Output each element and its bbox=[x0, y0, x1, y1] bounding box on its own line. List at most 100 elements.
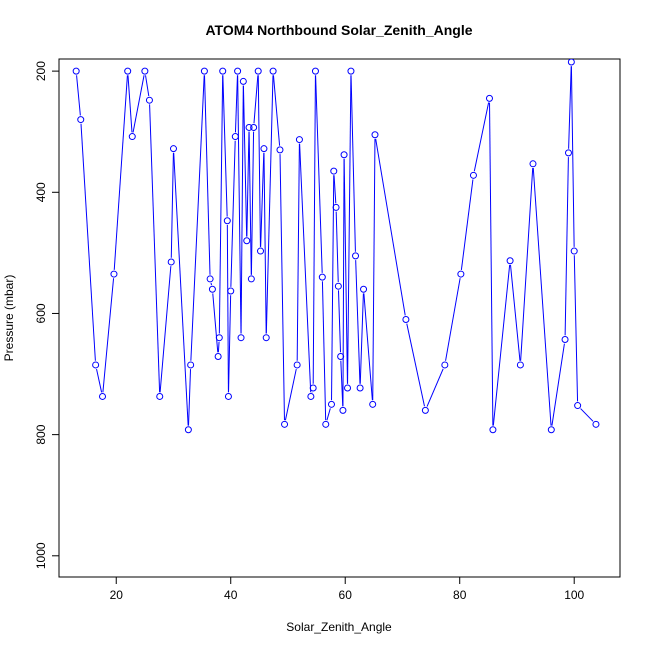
data-point bbox=[371, 131, 379, 139]
data-point bbox=[516, 361, 524, 369]
plot-frame bbox=[58, 58, 621, 578]
data-point bbox=[567, 59, 575, 66]
series-segment bbox=[204, 75, 211, 275]
series-segment bbox=[333, 175, 337, 204]
data-point bbox=[318, 273, 326, 281]
data-point bbox=[276, 146, 284, 154]
y-tick-label: 1000 bbox=[34, 542, 48, 569]
series-segment bbox=[149, 104, 161, 393]
series-segment bbox=[355, 260, 361, 384]
series-segment bbox=[190, 75, 205, 361]
series-segment bbox=[326, 408, 331, 421]
series-segment bbox=[226, 224, 229, 393]
data-point bbox=[269, 67, 277, 75]
series-segment bbox=[331, 175, 335, 401]
series-segment bbox=[217, 341, 220, 353]
data-point bbox=[227, 287, 235, 295]
series-segment bbox=[246, 131, 250, 237]
data-point bbox=[223, 217, 231, 225]
x-tick-label: 20 bbox=[110, 588, 124, 602]
y-axis: 200 400 600 800 1000 bbox=[34, 61, 59, 569]
data-point bbox=[340, 151, 348, 159]
data-point bbox=[184, 426, 192, 434]
data-point bbox=[215, 334, 223, 342]
series-segment bbox=[350, 75, 356, 252]
series-segment bbox=[564, 157, 569, 336]
series-segment bbox=[145, 75, 150, 97]
data-point bbox=[262, 334, 270, 342]
x-tick-label: 80 bbox=[453, 588, 467, 602]
data-point bbox=[574, 402, 582, 410]
data-point bbox=[402, 316, 410, 324]
series-segment bbox=[335, 211, 339, 283]
x-tick-label: 60 bbox=[339, 588, 353, 602]
series-segment bbox=[340, 360, 344, 407]
data-point bbox=[421, 406, 429, 414]
series-segment bbox=[127, 75, 133, 133]
series-segment bbox=[263, 152, 267, 334]
data-point bbox=[237, 334, 245, 342]
series-segment bbox=[230, 140, 236, 287]
y-tick-label: 400 bbox=[34, 182, 48, 202]
data-point bbox=[77, 116, 85, 124]
series-segment bbox=[520, 167, 534, 361]
data-point bbox=[124, 67, 132, 75]
data-point bbox=[307, 392, 315, 400]
data-point bbox=[506, 257, 514, 265]
data-point bbox=[457, 270, 465, 278]
data-point bbox=[167, 258, 175, 266]
data-point bbox=[219, 67, 227, 75]
data-point bbox=[330, 167, 338, 175]
series-segment bbox=[363, 293, 373, 401]
data-point bbox=[145, 96, 153, 104]
series-segment bbox=[222, 75, 228, 217]
data-point bbox=[369, 400, 377, 408]
data-point bbox=[592, 420, 600, 428]
data-point bbox=[561, 336, 569, 344]
data-point bbox=[128, 133, 136, 141]
series-segment bbox=[312, 75, 316, 384]
data-point bbox=[208, 285, 216, 293]
y-tick-label: 600 bbox=[34, 303, 48, 323]
data-point bbox=[247, 275, 255, 283]
series-segment bbox=[573, 255, 579, 402]
series-segment bbox=[250, 131, 255, 275]
series-segment bbox=[257, 75, 261, 247]
data-point bbox=[293, 361, 301, 369]
series-segment bbox=[315, 75, 323, 273]
data-point bbox=[311, 67, 319, 75]
x-tick-label: 100 bbox=[564, 588, 584, 602]
data-point bbox=[344, 384, 352, 392]
series-segment bbox=[228, 295, 232, 393]
series-segment bbox=[570, 66, 575, 247]
data-point bbox=[295, 136, 303, 144]
series-segment bbox=[492, 264, 511, 426]
x-axis: 20 40 60 80 100 bbox=[110, 577, 585, 602]
series-segment bbox=[299, 143, 312, 393]
series-segment bbox=[173, 152, 189, 426]
data-point bbox=[564, 149, 572, 157]
data-point bbox=[260, 145, 268, 153]
series-group bbox=[72, 59, 600, 434]
series-segment bbox=[551, 343, 565, 426]
data-point bbox=[245, 123, 253, 131]
data-point bbox=[243, 237, 251, 245]
data-point bbox=[231, 133, 239, 141]
series-segment bbox=[321, 281, 327, 421]
x-axis-label: Solar_Zenith_Angle bbox=[286, 620, 392, 634]
data-point bbox=[327, 400, 335, 408]
data-point bbox=[234, 67, 242, 75]
data-point bbox=[257, 247, 265, 255]
series-segment bbox=[343, 158, 348, 384]
series-segment bbox=[265, 75, 274, 334]
y-axis-label: Pressure (mbar) bbox=[2, 275, 16, 362]
data-point bbox=[322, 420, 330, 428]
series-segment bbox=[113, 75, 128, 270]
series-segment bbox=[237, 75, 242, 334]
data-point bbox=[206, 275, 214, 283]
data-point bbox=[309, 384, 317, 392]
series-segment bbox=[159, 266, 172, 393]
data-point bbox=[469, 171, 477, 179]
series-segment bbox=[337, 290, 342, 353]
series-segment bbox=[580, 408, 594, 422]
